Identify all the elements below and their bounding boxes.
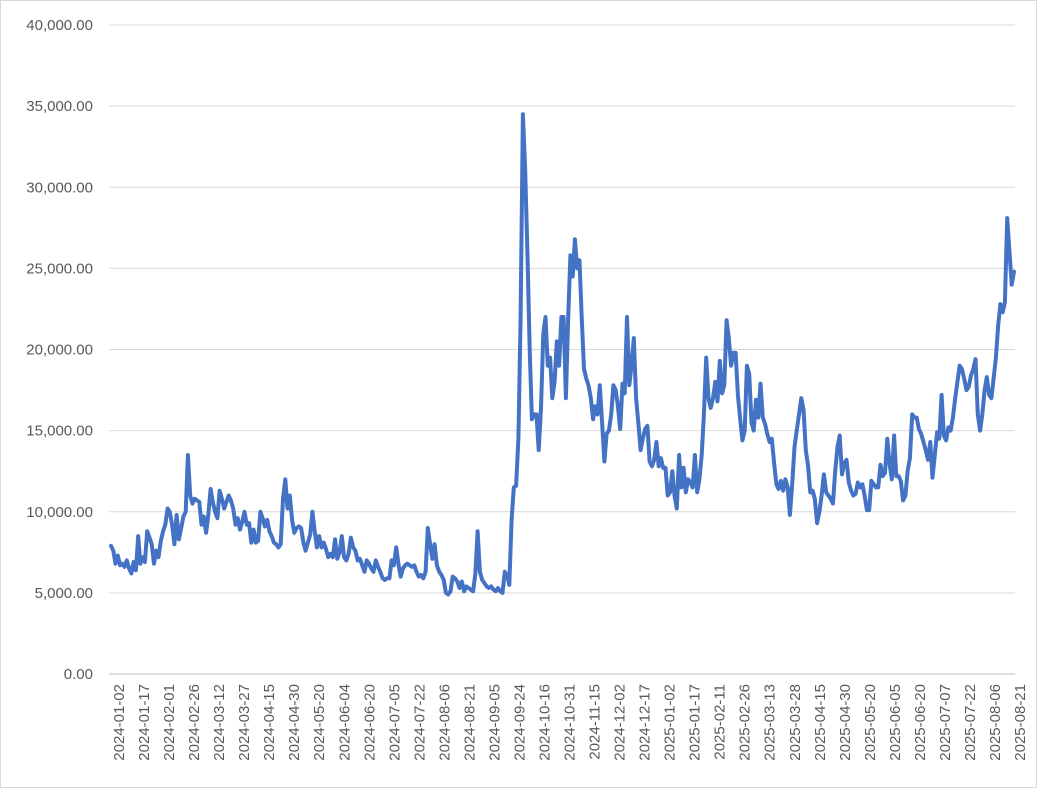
x-tick-label: 2024-12-17	[637, 684, 654, 761]
x-tick-label: 2024-08-21	[461, 684, 478, 761]
x-tick-label: 2024-02-01	[161, 684, 178, 761]
x-tick-label: 2025-01-02	[662, 684, 679, 761]
x-tick-label: 2024-09-24	[511, 684, 528, 761]
x-tick-label: 2025-01-17	[687, 684, 704, 761]
x-tick-label: 2024-05-20	[311, 684, 328, 761]
x-tick-label: 2024-02-26	[186, 684, 203, 761]
y-tick-label: 35,000.00	[26, 98, 93, 115]
x-tick-label: 2025-08-06	[987, 684, 1004, 761]
x-tick-label: 2025-02-26	[737, 684, 754, 761]
x-axis-ticks: 2024-01-02 2024-01-17 2024-02-01 2024-02-26…	[111, 684, 1029, 761]
x-tick-label: 2024-09-05	[486, 684, 503, 761]
y-tick-label: 15,000.00	[26, 423, 93, 440]
gridlines	[109, 24, 1015, 594]
y-axis-ticks: 0.00 5,000.00 10,000.00 15,000.00 20,000.00 2…	[26, 17, 93, 683]
x-tick-label: 2024-01-02	[111, 684, 128, 761]
x-tick-label: 2024-06-04	[336, 684, 353, 761]
y-tick-label: 0.00	[64, 666, 93, 683]
y-tick-label: 40,000.00	[26, 17, 93, 34]
y-tick-label: 30,000.00	[26, 179, 93, 196]
y-tick-label: 25,000.00	[26, 260, 93, 277]
x-tick-label: 2024-12-02	[612, 684, 629, 761]
y-tick-label: 20,000.00	[26, 342, 93, 359]
x-tick-label: 2025-05-20	[862, 684, 879, 761]
series-line	[109, 112, 1016, 597]
x-tick-label: 2024-08-06	[436, 684, 453, 761]
x-tick-label: 2025-06-20	[912, 684, 929, 761]
x-tick-label: 2024-10-31	[562, 684, 579, 761]
x-tick-label: 2024-06-20	[361, 684, 378, 761]
x-tick-label: 2025-04-15	[812, 684, 829, 761]
y-tick-label: 5,000.00	[35, 585, 93, 602]
x-tick-label: 2024-11-15	[587, 684, 604, 760]
x-tick-label: 2024-04-15	[261, 684, 278, 761]
x-tick-label: 2024-03-12	[211, 684, 228, 761]
y-tick-label: 10,000.00	[26, 504, 93, 521]
x-tick-label: 2025-04-30	[837, 684, 854, 761]
x-tick-label: 2025-08-21	[1012, 684, 1029, 761]
x-tick-label: 2025-03-28	[787, 684, 804, 761]
x-tick-label: 2025-07-07	[937, 684, 954, 761]
x-tick-label: 2024-07-22	[411, 684, 428, 761]
x-tick-label: 2024-07-05	[386, 684, 403, 761]
series-layer	[109, 112, 1016, 597]
x-tick-label: 2025-07-22	[962, 684, 979, 761]
x-tick-label: 2025-06-05	[887, 684, 904, 761]
x-tick-label: 2025-03-13	[762, 684, 779, 761]
x-tick-label: 2025-02-11	[712, 684, 729, 760]
x-tick-label: 2024-03-27	[236, 684, 253, 761]
x-tick-label: 2024-01-17	[136, 684, 153, 761]
x-tick-label: 2024-10-16	[536, 684, 553, 761]
x-tick-label: 2024-04-30	[286, 684, 303, 761]
